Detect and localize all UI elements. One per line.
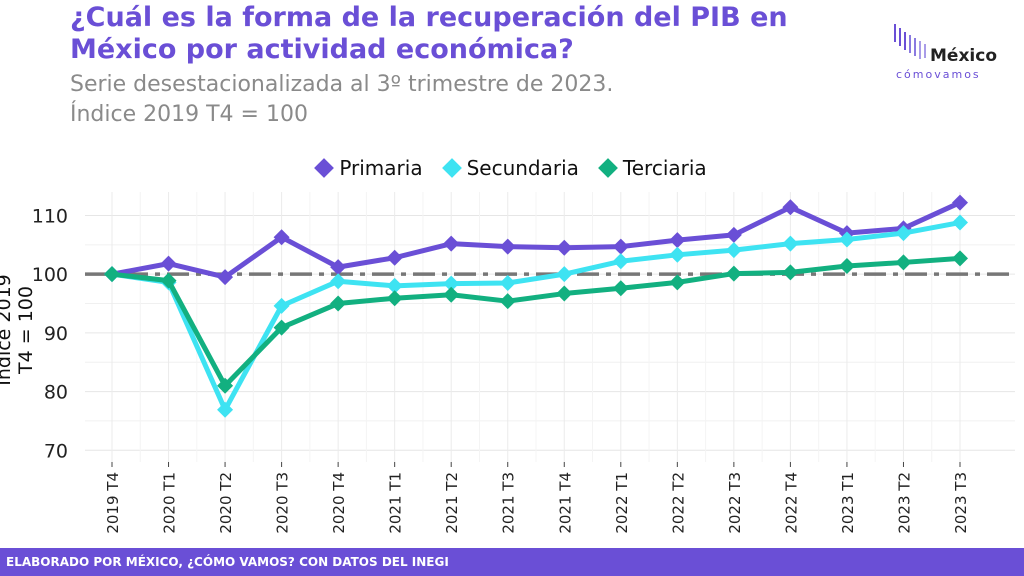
data-point-terciaria [669,274,686,291]
data-point-primaria [160,255,177,272]
data-point-primaria [499,238,516,255]
chart-subtitle: Serie desestacionalizada al 3º trimestre… [70,70,613,130]
data-point-terciaria [782,264,799,281]
x-tick-label: 2021 T2 [443,472,461,534]
data-point-terciaria [330,295,347,312]
data-point-primaria [386,249,403,266]
y-tick-label: 90 [44,323,68,345]
x-tick-label: 2020 T1 [161,472,179,534]
series-line-terciaria [111,255,961,389]
data-point-terciaria [895,254,912,271]
data-point-secundaria [499,274,516,291]
data-point-secundaria [273,297,290,314]
y-tick-label: 70 [44,440,68,462]
line-chart: 70 80 90 100 110 2019 T4 2020 T1 2020 T2 2020 T3… [32,192,1015,534]
data-point-primaria [443,235,460,252]
data-point-primaria [330,259,347,276]
data-point-terciaria [273,319,290,336]
data-point-secundaria [330,273,347,290]
legend-item-primaria: Primaria [314,156,423,180]
x-tick-label: 2021 T3 [500,472,518,534]
mexico-como-vamos-logo: México cómovamos [890,24,1010,84]
x-tick-label: 2020 T4 [330,472,348,534]
legend-swatch-terciaria [598,158,618,178]
data-point-terciaria [443,286,460,303]
x-tick-label: 2022 T3 [726,472,744,534]
data-point-primaria [669,232,686,249]
x-tick-label: 2023 T3 [952,472,970,534]
data-point-terciaria [499,293,516,310]
y-tick-label: 110 [32,205,68,227]
x-tick-label: 2021 T4 [556,472,574,534]
data-point-primaria [217,269,234,286]
chart-title: ¿Cuál es la forma de la recuperación del… [70,2,788,65]
x-tick-label: 2023 T1 [839,472,857,534]
data-point-primaria [725,226,742,243]
chart-legend: Primaria Secundaria Terciaria [0,156,1024,180]
data-point-primaria [273,229,290,246]
data-point-terciaria [612,280,629,297]
data-point-terciaria [386,290,403,307]
data-point-secundaria [556,266,573,283]
x-tick-label: 2023 T2 [895,472,913,534]
legend-label-terciaria: Terciaria [622,156,707,180]
x-tick-label: 2022 T1 [613,472,631,534]
data-point-secundaria [443,275,460,292]
legend-item-secundaria: Secundaria [441,156,579,180]
x-tick-label: 2022 T4 [782,472,800,534]
subtitle-line-1: Serie desestacionalizada al 3º trimestre… [70,72,614,97]
data-point-secundaria [669,246,686,263]
footer-bar: ELABORADO POR MÉXICO, ¿CÓMO VAMOS? CON D… [0,548,1024,576]
footer-credit: ELABORADO POR MÉXICO, ¿CÓMO VAMOS? CON D… [6,555,449,569]
data-point-terciaria [217,377,234,394]
data-point-terciaria [952,250,968,267]
legend-swatch-primaria [314,158,335,178]
data-point-secundaria [952,214,968,231]
data-point-terciaria [160,272,177,289]
data-point-secundaria [217,401,234,418]
x-tick-label: 2020 T3 [274,472,292,534]
data-point-secundaria [838,231,855,248]
data-point-primaria [556,239,573,256]
series-line-primaria [111,200,962,280]
data-point-terciaria [104,266,120,283]
data-point-terciaria [838,257,855,274]
data-point-primaria [612,238,629,255]
x-tick-label: 2021 T1 [387,472,405,534]
logo-subword: cómovamos [896,68,981,81]
legend-item-terciaria: Terciaria [598,156,707,180]
legend-label-secundaria: Secundaria [466,156,579,180]
data-point-secundaria [895,225,912,242]
x-tick-label: 2020 T2 [217,472,235,534]
x-tick-label: 2019 T4 [104,472,122,534]
legend-swatch-secundaria [441,158,462,178]
bars-logo-icon [894,24,926,59]
y-tick-label: 100 [32,264,68,286]
logo-word: México [930,46,997,66]
data-point-terciaria [725,265,742,282]
data-point-terciaria [556,285,573,302]
data-point-secundaria [386,277,403,294]
data-point-primaria [782,199,799,216]
data-point-secundaria [612,253,629,270]
subtitle-line-2: Índice 2019 T4 = 100 [70,102,308,127]
data-point-secundaria [782,235,799,252]
y-tick-label: 80 [44,382,68,404]
legend-label-primaria: Primaria [339,156,423,180]
data-point-primaria [952,194,968,211]
x-tick-label: 2022 T2 [669,472,687,534]
data-point-secundaria [725,242,742,259]
